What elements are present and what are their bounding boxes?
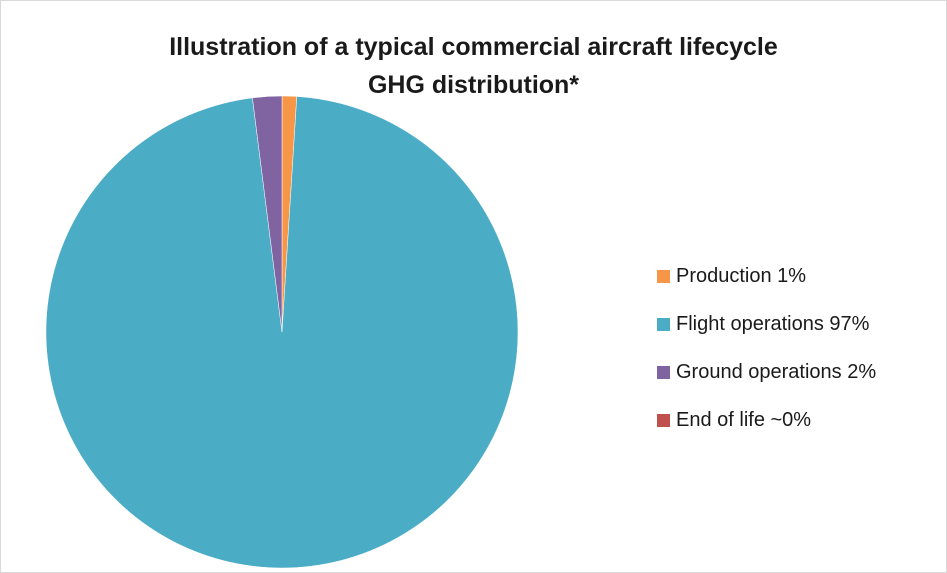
pie-slices <box>45 95 519 569</box>
legend-item-1: Flight operations 97% <box>657 300 876 348</box>
chart-legend: Production 1% Flight operations 97% Ground… <box>657 252 876 444</box>
legend-item-0: Production 1% <box>657 252 876 300</box>
legend-label-2: Ground operations 2% <box>676 360 877 383</box>
legend-swatch-3 <box>657 413 670 427</box>
pie-slice-2 <box>252 95 283 333</box>
chart-title: Illustration of a typical commercial air… <box>0 28 947 104</box>
legend-label-0: Production 1% <box>676 264 807 287</box>
legend-swatch-1 <box>657 317 670 331</box>
legend-item-3: End of life ~0% <box>657 396 876 444</box>
legend-label-3: End of life ~0% <box>676 408 812 431</box>
chart-title-line2: GHG distribution* <box>367 71 580 99</box>
legend-swatch-2 <box>657 365 670 379</box>
legend-label-1: Flight operations 97% <box>676 312 870 335</box>
pie-slice-1 <box>45 96 519 569</box>
legend-swatch-0 <box>657 269 670 283</box>
legend-item-2: Ground operations 2% <box>657 348 876 396</box>
chart-title-line1: Illustration of a typical commercial air… <box>169 33 778 61</box>
